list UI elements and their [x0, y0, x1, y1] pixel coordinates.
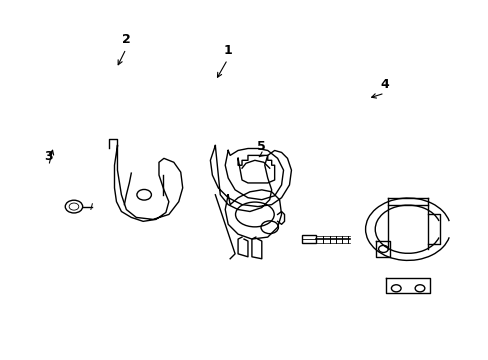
Text: 3: 3 — [44, 150, 53, 163]
Text: 5: 5 — [257, 140, 265, 153]
Bar — [302, 235, 315, 243]
Text: 2: 2 — [122, 33, 130, 46]
Text: 4: 4 — [380, 78, 388, 91]
Text: 1: 1 — [223, 44, 231, 57]
